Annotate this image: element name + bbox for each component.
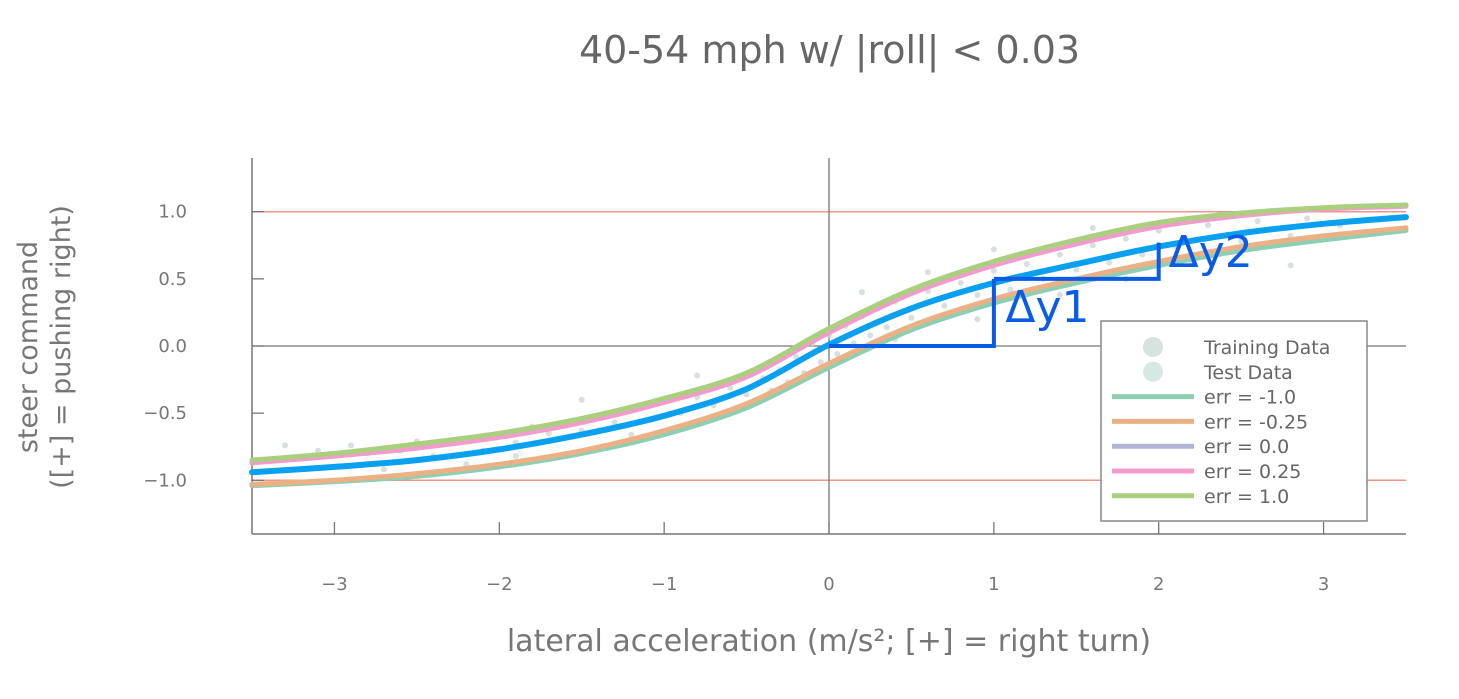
y-axis-label: steer command ([+] = pushing right) (12, 205, 78, 489)
series-line (249, 225, 1409, 487)
data-point (578, 396, 585, 403)
legend-label: err = 1.0 (1204, 486, 1289, 508)
legend-label: Test Data (1203, 362, 1293, 384)
legend-label: err = 0.0 (1204, 436, 1289, 458)
data-point (1106, 259, 1113, 266)
x-tick-label: −1 (651, 574, 678, 595)
data-point (611, 419, 618, 426)
data-point (974, 291, 981, 298)
tick-labels: −3 −2 −1 0 1 2 3 1.0 0.5 0.0 −0.5 −1.0 (143, 202, 1329, 595)
data-point (908, 314, 915, 321)
annotation-label-2: Δy2 (1169, 227, 1253, 278)
data-point (1007, 286, 1014, 293)
data-point (1287, 262, 1294, 269)
data-point (883, 324, 890, 331)
x-tick-label: 2 (1153, 574, 1164, 595)
data-point (1122, 235, 1129, 242)
data-point (858, 289, 865, 296)
data-point (867, 332, 874, 339)
legend-marker (1143, 361, 1163, 382)
data-point (1205, 222, 1212, 229)
data-point (834, 351, 841, 358)
data-point (957, 279, 964, 286)
data-point (990, 267, 997, 274)
chart-title: 40-54 mph w/ |roll| < 0.03 (578, 28, 1081, 72)
data-point (1023, 261, 1030, 268)
series-line (249, 203, 1409, 466)
y-tick-label: 1.0 (158, 202, 187, 223)
data-point (1056, 251, 1063, 258)
data-point (1089, 224, 1096, 231)
legend-label: err = -0.25 (1204, 411, 1308, 433)
data-point (1073, 266, 1080, 273)
data-point (314, 447, 321, 454)
y-tick-label: 0.0 (158, 336, 187, 357)
annotation-layer: Δy1 Δy2 (829, 227, 1253, 348)
data-point (974, 316, 981, 323)
y-tick-label: 0.5 (158, 269, 187, 290)
annotation-step-2 (993, 242, 1161, 281)
annotation-label-1: Δy1 (1005, 282, 1089, 333)
data-point (281, 442, 288, 449)
legend-label: err = 0.25 (1204, 461, 1301, 483)
data-point (694, 372, 701, 379)
y-axis-label-line-2: ([+] = pushing right) (46, 205, 77, 489)
data-point (1089, 242, 1096, 249)
series-line (249, 202, 1409, 463)
series-layer (249, 202, 1409, 489)
x-tick-label: 0 (823, 574, 834, 595)
x-tick-label: 1 (988, 574, 999, 595)
data-point (512, 453, 519, 460)
data-point (1254, 218, 1261, 225)
legend-label: err = -1.0 (1204, 387, 1296, 409)
data-point (1056, 291, 1063, 298)
x-tick-label: −2 (486, 574, 513, 595)
x-axis-label: lateral acceleration (m/s²; [+] = right … (506, 624, 1152, 659)
series-line (249, 228, 1409, 489)
legend-marker (1143, 337, 1163, 357)
data-point (1238, 238, 1245, 245)
y-axis-label-line-1: steer command (13, 240, 44, 454)
y-tick-label: −1.0 (143, 470, 187, 491)
x-tick-label: −3 (321, 574, 348, 595)
data-point (793, 353, 800, 360)
y-tick-label: −0.5 (143, 403, 187, 424)
data-point (628, 431, 635, 438)
data-point (817, 359, 824, 366)
data-point (380, 466, 387, 473)
data-point (990, 246, 997, 253)
data-point (941, 302, 948, 309)
annotation-step-1 (829, 278, 996, 348)
data-point (1304, 215, 1311, 222)
data-point (347, 442, 354, 449)
legend-label: Training Data (1203, 337, 1330, 359)
data-point (924, 269, 931, 276)
x-tick-label: 3 (1318, 574, 1329, 595)
